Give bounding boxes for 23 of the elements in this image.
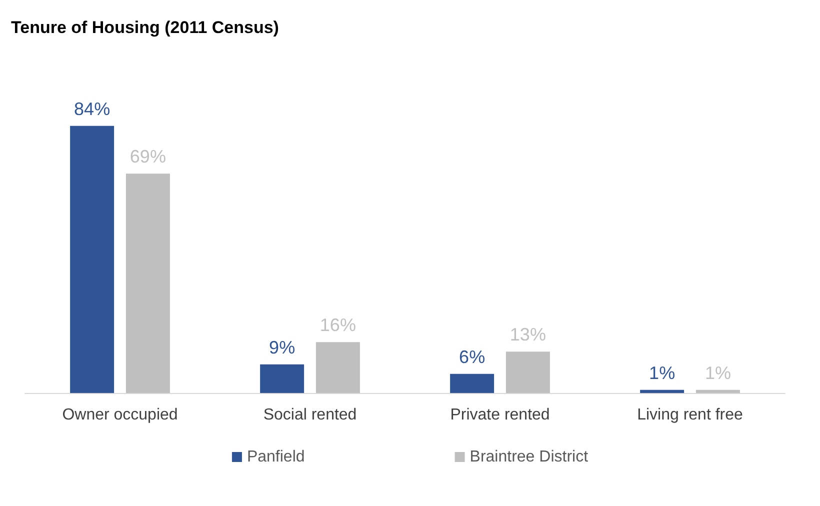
x-tick-label: Living rent free (637, 406, 744, 424)
data-label: 9% (269, 337, 296, 358)
x-tick-label: Owner occupied (62, 406, 178, 424)
x-tick-label: Private rented (450, 406, 550, 424)
bar (126, 174, 170, 393)
bar (506, 352, 550, 393)
bar (696, 390, 740, 393)
bar (70, 126, 114, 393)
bar (640, 390, 684, 393)
data-label: 84% (74, 98, 110, 119)
legend-label: Panfield (246, 448, 305, 466)
data-label: 1% (649, 362, 676, 383)
data-label: 13% (510, 324, 546, 345)
bar (316, 342, 360, 393)
data-label: 6% (459, 346, 486, 367)
data-label: 16% (320, 315, 356, 336)
legend-label: Braintree District (470, 448, 589, 466)
bar (260, 364, 304, 393)
bar (450, 374, 494, 393)
data-label: 1% (704, 362, 731, 383)
data-label: 69% (130, 146, 166, 167)
x-tick-label: Social rented (263, 406, 357, 424)
chart-title: Tenure of Housing (2011 Census) (11, 18, 279, 37)
